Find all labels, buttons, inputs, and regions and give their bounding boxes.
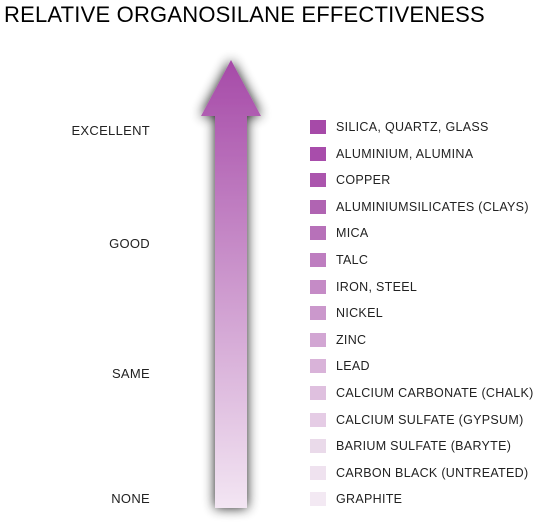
- legend-swatch: [310, 492, 326, 506]
- legend-item: CALCIUM SULFATE (GYPSUM): [310, 411, 524, 429]
- legend-swatch: [310, 439, 326, 453]
- legend-label: GRAPHITE: [336, 492, 403, 506]
- effectiveness-arrow: [190, 50, 280, 520]
- scale-label-none: NONE: [111, 491, 150, 506]
- arrow-shape: [201, 60, 261, 508]
- legend-label: IRON, STEEL: [336, 280, 418, 294]
- legend-label: MICA: [336, 226, 369, 240]
- legend-label: CARBON BLACK (UNTREATED): [336, 466, 529, 480]
- legend-swatch: [310, 173, 326, 187]
- legend-swatch: [310, 386, 326, 400]
- legend-item: CALCIUM CARBONATE (CHALK): [310, 384, 534, 402]
- effectiveness-arrow-graphic: [201, 60, 261, 508]
- scale-label-excellent: EXCELLENT: [71, 123, 150, 138]
- legend-swatch: [310, 120, 326, 134]
- legend-item: TALC: [310, 251, 368, 269]
- diagram-title: RELATIVE ORGANOSILANE EFFECTIVENESS: [4, 2, 485, 27]
- legend-item: ALUMINIUMSILICATES (CLAYS): [310, 198, 529, 216]
- legend-item: CARBON BLACK (UNTREATED): [310, 464, 528, 482]
- legend-item: ZINC: [310, 331, 366, 349]
- legend-swatch: [310, 413, 326, 427]
- legend-label: BARIUM SULFATE (BARYTE): [336, 439, 512, 453]
- legend-swatch: [310, 280, 326, 294]
- legend-label: TALC: [336, 253, 369, 267]
- legend-swatch: [310, 147, 326, 161]
- legend-swatch: [310, 253, 326, 267]
- legend-item: BARIUM SULFATE (BARYTE): [310, 437, 511, 455]
- legend-item: IRON, STEEL: [310, 278, 417, 296]
- legend-label: ALUMINIUMSILICATES (CLAYS): [336, 200, 529, 214]
- legend-label: ZINC: [336, 333, 367, 347]
- legend-swatch: [310, 306, 326, 320]
- legend-swatch: [310, 226, 326, 240]
- legend-swatch: [310, 359, 326, 373]
- legend-item: GRAPHITE: [310, 490, 402, 508]
- legend-label: COPPER: [336, 173, 391, 187]
- legend-label: CALCIUM CARBONATE (CHALK): [336, 386, 534, 400]
- legend-swatch: [310, 200, 326, 214]
- legend-label: ALUMINIUM, ALUMINA: [336, 147, 474, 161]
- legend-item: MICA: [310, 224, 368, 242]
- legend-item: ALUMINIUM, ALUMINA: [310, 145, 473, 163]
- legend-item: COPPER: [310, 171, 391, 189]
- legend-item: SILICA, QUARTZ, GLASS: [310, 118, 489, 136]
- legend-label: CALCIUM SULFATE (GYPSUM): [336, 413, 524, 427]
- legend-item: NICKEL: [310, 304, 383, 322]
- scale-label-same: SAME: [111, 366, 150, 381]
- legend-item: LEAD: [310, 357, 370, 375]
- scale-label-good: GOOD: [109, 236, 150, 251]
- legend-swatch: [310, 333, 326, 347]
- legend-swatch: [310, 466, 326, 480]
- legend-label: LEAD: [336, 359, 370, 373]
- legend-label: NICKEL: [336, 306, 383, 320]
- legend-label: SILICA, QUARTZ, GLASS: [336, 120, 489, 134]
